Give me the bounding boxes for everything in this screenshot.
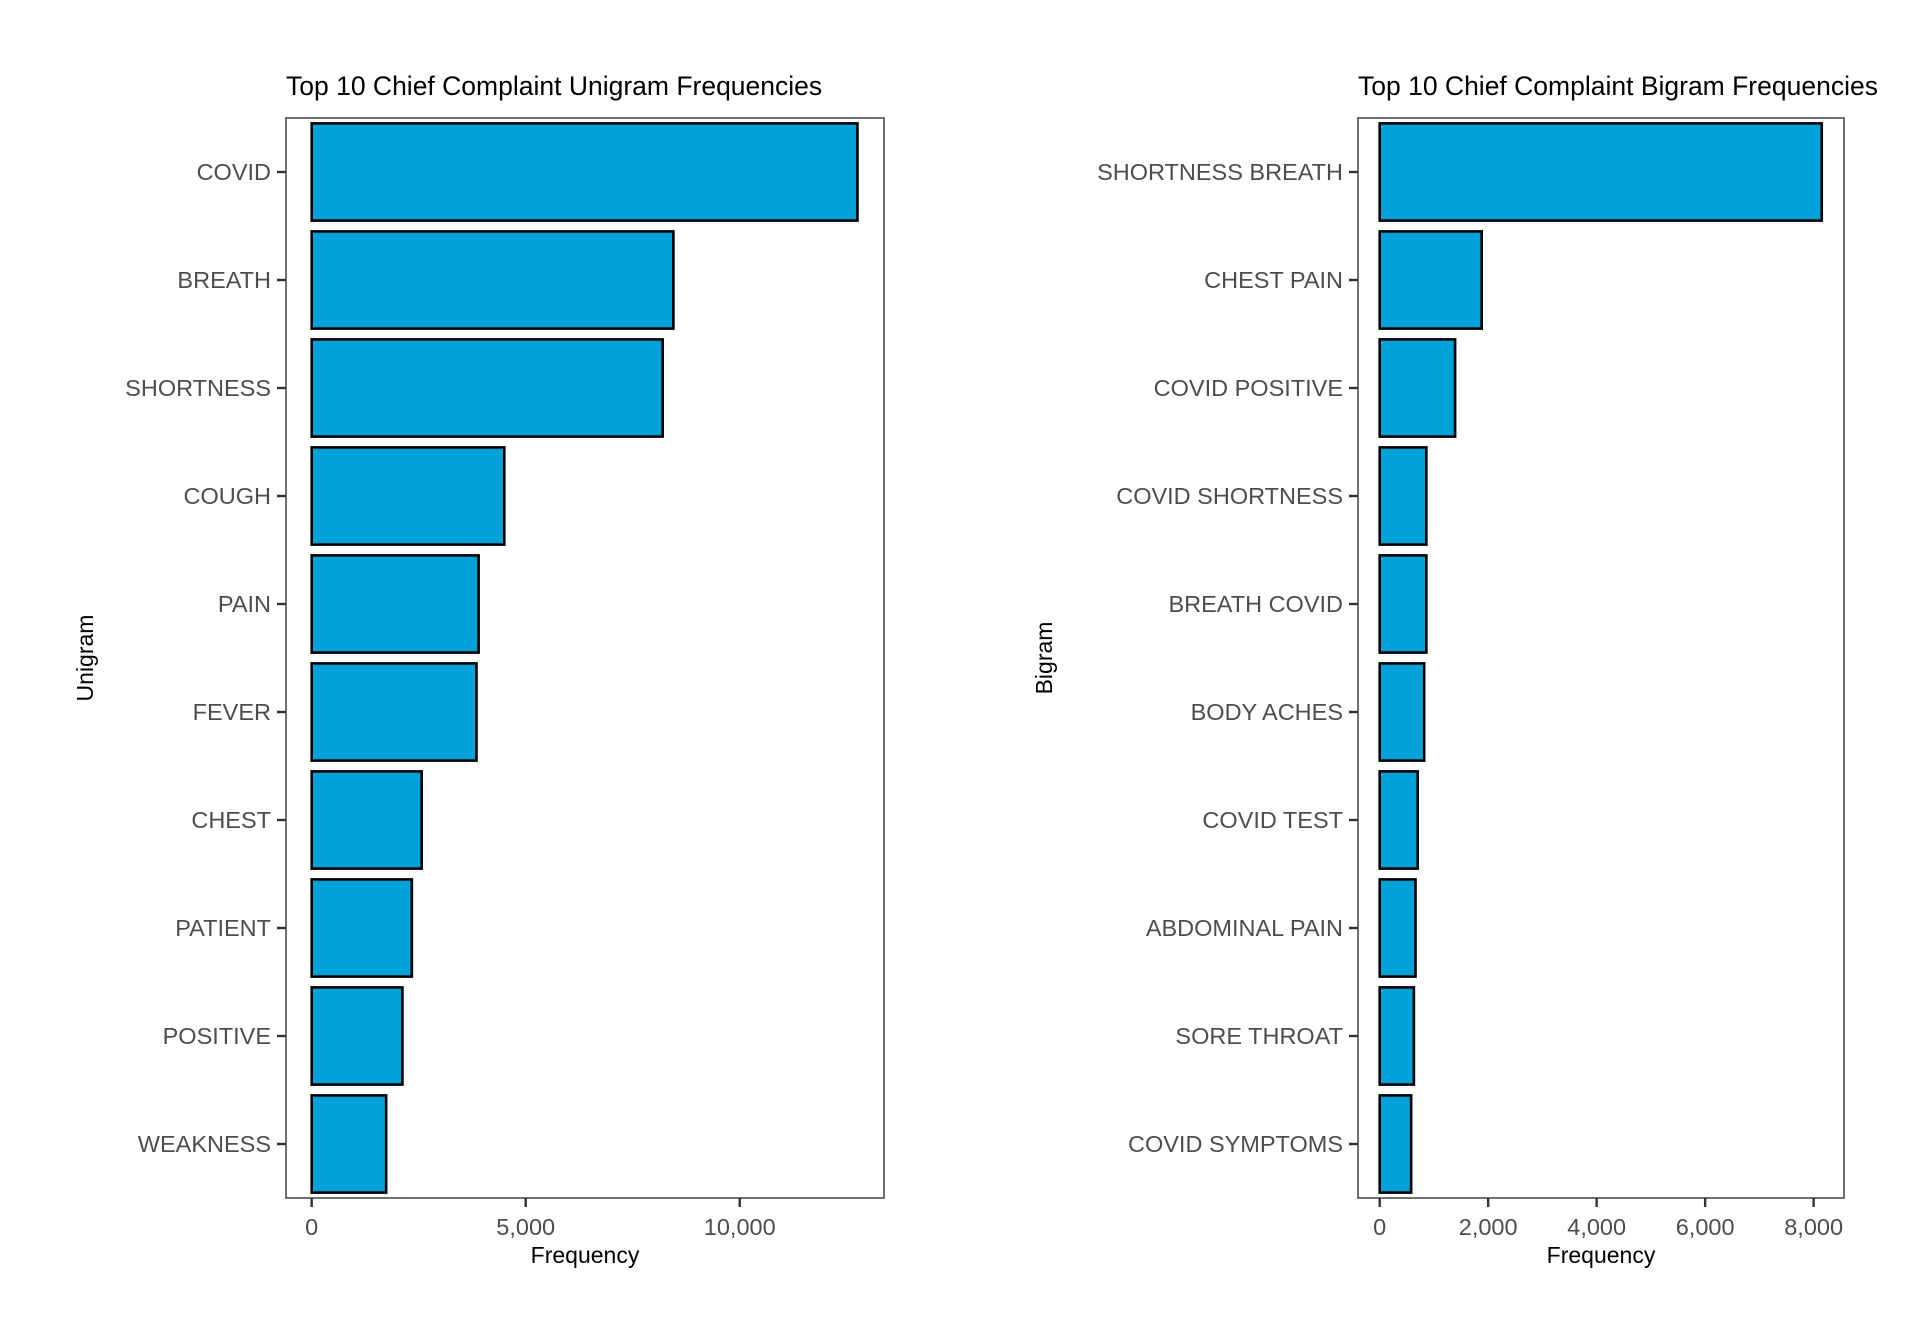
unigram-x-axis-title: Frequency	[531, 1242, 640, 1268]
unigram-y-tick-label: POSITIVE	[163, 1023, 271, 1049]
bigram-bar	[1378, 1094, 1413, 1194]
bigram-y-tick-label: BREATH COVID	[1168, 591, 1343, 617]
unigram-y-tick-label: BREATH	[177, 267, 271, 293]
unigram-bar	[310, 1094, 388, 1194]
unigram-bar	[310, 338, 664, 438]
bigram-bar	[1378, 338, 1457, 438]
unigram-bar	[310, 122, 859, 222]
unigram-y-axis-title: Unigram	[72, 615, 98, 702]
unigram-y-tick-label: COVID	[197, 159, 271, 185]
unigram-bar	[310, 230, 675, 330]
bigram-chart: Top 10 Chief Complaint Bigram Frequencie…	[1031, 71, 1878, 1268]
bigram-y-tick-label: COVID POSITIVE	[1154, 375, 1343, 401]
bigram-chart-title: Top 10 Chief Complaint Bigram Frequencie…	[1358, 71, 1878, 101]
bigram-y-tick-label: CHEST PAIN	[1204, 267, 1343, 293]
bigram-bar	[1378, 554, 1428, 654]
unigram-y-tick-label: WEAKNESS	[138, 1131, 271, 1157]
bigram-x-tick-label: 6,000	[1676, 1214, 1735, 1240]
unigram-x-tick-label: 10,000	[704, 1214, 776, 1240]
bigram-plot-area: SHORTNESS BREATH CHEST PAIN COVID POSITIVE…	[1097, 122, 1843, 1240]
bigram-y-tick-label: COVID TEST	[1202, 807, 1343, 833]
bigram-x-axis-title: Frequency	[1547, 1242, 1656, 1268]
bigram-bar	[1378, 662, 1426, 762]
bigram-y-tick-label: ABDOMINAL PAIN	[1146, 915, 1343, 941]
unigram-y-tick-label: PAIN	[218, 591, 271, 617]
bigram-y-tick-label: SORE THROAT	[1175, 1023, 1343, 1049]
bigram-bar	[1378, 446, 1428, 546]
bigram-panel-border	[1357, 117, 1845, 1199]
bigram-y-tick-label: COVID SHORTNESS	[1116, 483, 1343, 509]
unigram-chart-title: Top 10 Chief Complaint Unigram Frequenci…	[286, 71, 822, 101]
unigram-bar	[310, 554, 480, 654]
bigram-x-tick-label: 4,000	[1567, 1214, 1626, 1240]
bigram-x-tick-label: 0	[1373, 1214, 1386, 1240]
unigram-y-tick-label: PATIENT	[175, 915, 271, 941]
bigram-bar	[1378, 122, 1824, 222]
unigram-chart: Top 10 Chief Complaint Unigram Frequenci…	[72, 71, 885, 1268]
unigram-y-tick-label: CHEST	[191, 807, 271, 833]
bigram-bar	[1378, 230, 1483, 330]
unigram-bar	[310, 662, 478, 762]
unigram-bar	[310, 446, 506, 546]
unigram-plot-area: COVID BREATH SHORTNESS COUGH PAIN FEVER CHEST P…	[125, 122, 859, 1240]
bigram-y-axis-title: Bigram	[1031, 622, 1057, 695]
bigram-y-tick-label: COVID SYMPTOMS	[1128, 1131, 1343, 1157]
unigram-x-tick-label: 5,000	[496, 1214, 555, 1240]
bigram-bar	[1378, 878, 1417, 978]
unigram-y-tick-label: COUGH	[184, 483, 271, 509]
bigram-y-tick-label: SHORTNESS BREATH	[1097, 159, 1343, 185]
unigram-x-tick-label: 0	[305, 1214, 318, 1240]
unigram-bar	[310, 878, 414, 978]
unigram-y-tick-label: SHORTNESS	[125, 375, 271, 401]
bigram-bar	[1378, 770, 1419, 870]
unigram-bar	[310, 770, 423, 870]
unigram-panel-border	[285, 117, 885, 1199]
unigram-bar	[310, 986, 404, 1086]
bigram-y-tick-label: BODY ACHES	[1191, 699, 1343, 725]
bigram-bar	[1378, 986, 1416, 1086]
bigram-x-tick-label: 2,000	[1459, 1214, 1518, 1240]
bigram-x-tick-label: 8,000	[1784, 1214, 1843, 1240]
unigram-y-tick-label: FEVER	[193, 699, 271, 725]
